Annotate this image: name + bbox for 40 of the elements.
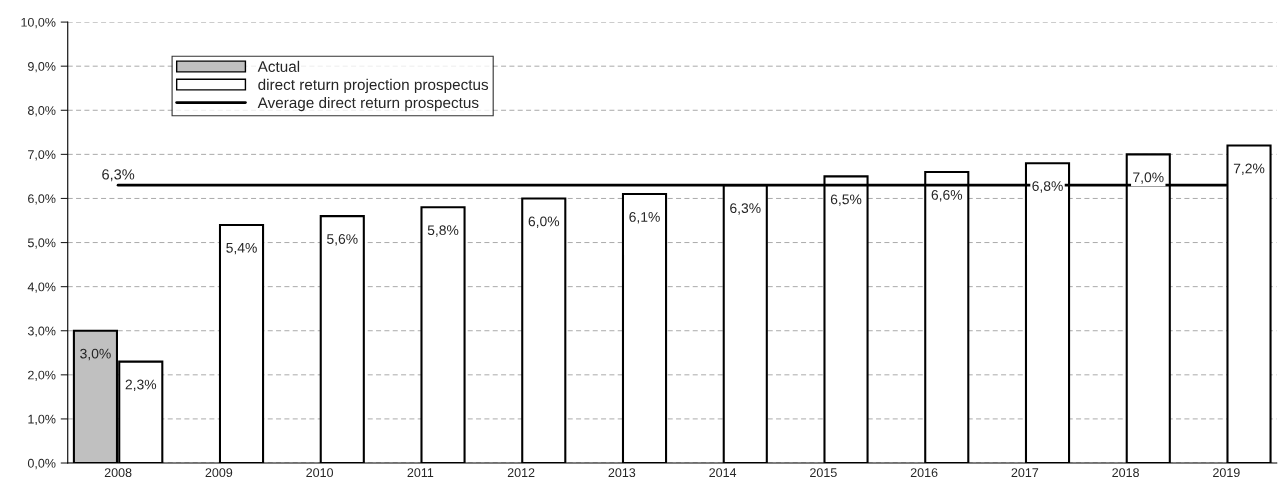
y-tick-label: 0,0% xyxy=(27,458,56,470)
y-tick-label: 5,0% xyxy=(27,238,56,249)
data-label: 6,5% xyxy=(830,194,862,206)
x-tick-label: 2019 xyxy=(1213,468,1240,478)
x-tick-label: 2016 xyxy=(910,468,938,478)
x-tick-label: 2009 xyxy=(205,468,233,478)
x-tick-label: 2013 xyxy=(608,468,636,478)
data-label: 3,0% xyxy=(80,348,111,361)
x-tick-label: 2011 xyxy=(407,468,434,478)
x-tick-label: 2012 xyxy=(507,468,535,478)
data-label: 6,1% xyxy=(629,212,660,224)
x-tick-label: 2017 xyxy=(1011,468,1039,478)
data-label: 6,3% xyxy=(102,169,135,182)
data-label: 5,8% xyxy=(427,225,459,237)
y-tick-label: 10,0% xyxy=(21,17,56,29)
y-tick-label: 7,0% xyxy=(28,150,56,161)
legend-label: direct return projection prospectus xyxy=(258,78,489,94)
data-label: 7,0% xyxy=(1133,172,1164,184)
legend-label: Average direct return prospectus xyxy=(257,96,479,112)
y-tick-label: 4,0% xyxy=(27,282,56,293)
x-tick-label: 2014 xyxy=(709,468,737,478)
legend-label: Actual xyxy=(257,60,300,72)
y-tick-label: 3,0% xyxy=(27,326,56,337)
x-tick-label: 2018 xyxy=(1112,468,1139,478)
data-label: 6,0% xyxy=(528,216,560,228)
y-tick-label: 6,0% xyxy=(28,194,56,205)
x-tick-label: 2015 xyxy=(810,468,837,478)
data-label: 5,4% xyxy=(226,242,257,255)
data-label: 6,8% xyxy=(1032,181,1063,193)
data-label: 5,6% xyxy=(327,234,358,246)
data-label: 7,2% xyxy=(1233,163,1265,175)
x-tick-label: 2010 xyxy=(306,468,334,478)
data-label: 2,3% xyxy=(125,379,157,392)
data-label: 6,3% xyxy=(730,203,761,215)
y-tick-label: 8,0% xyxy=(27,106,56,117)
y-tick-label: 1,0% xyxy=(28,414,56,426)
x-tick-label: 2008 xyxy=(104,468,132,478)
y-tick-label: 2,0% xyxy=(28,370,56,381)
data-label: 6,6% xyxy=(931,189,963,202)
y-tick-label: 9,0% xyxy=(28,61,56,73)
